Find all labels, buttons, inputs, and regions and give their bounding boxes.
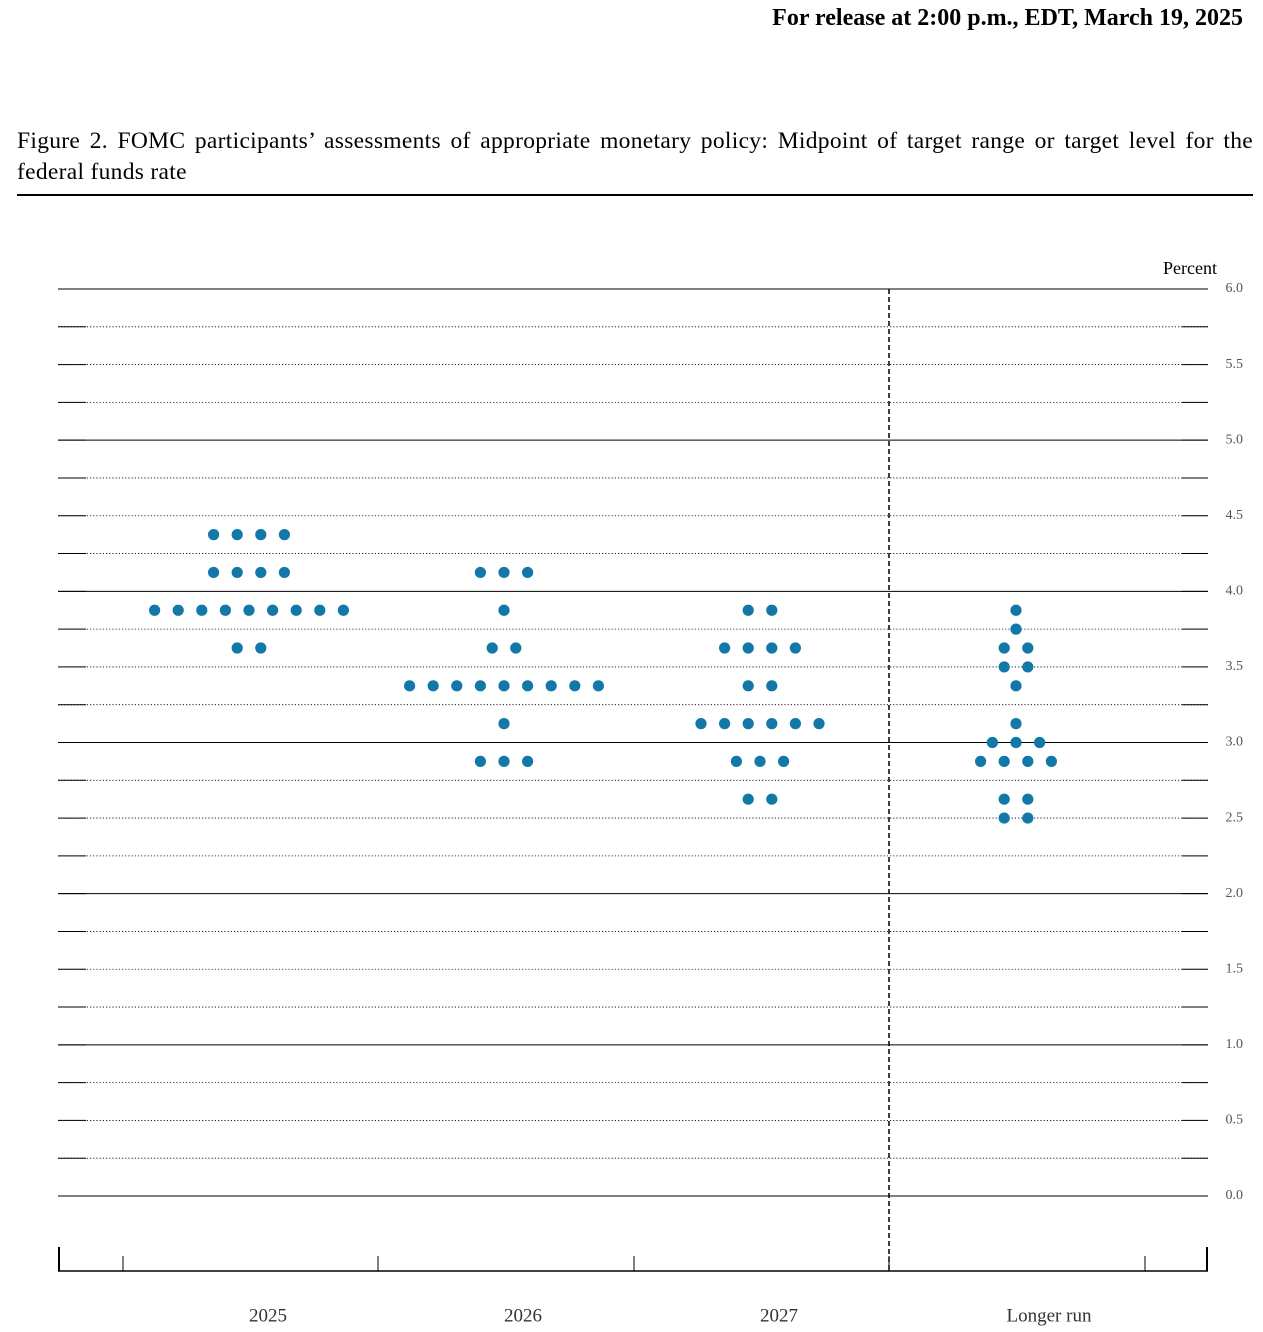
dot bbox=[522, 566, 534, 579]
y-tick-label: 0.5 bbox=[1226, 1113, 1244, 1128]
dot bbox=[1010, 680, 1022, 692]
dot bbox=[510, 642, 522, 654]
dot bbox=[778, 755, 790, 767]
dot bbox=[451, 680, 463, 692]
y-tick-label: 3.5 bbox=[1226, 659, 1244, 674]
dot bbox=[498, 604, 510, 616]
dot bbox=[196, 604, 208, 616]
dot bbox=[569, 680, 581, 692]
dot bbox=[278, 566, 290, 579]
dot bbox=[754, 755, 766, 767]
dot bbox=[813, 718, 825, 730]
dot bbox=[742, 793, 754, 805]
dot bbox=[766, 604, 778, 616]
y-tick-label: 5.5 bbox=[1226, 357, 1244, 372]
dot bbox=[998, 755, 1010, 767]
dot bbox=[231, 642, 243, 654]
dot bbox=[1022, 793, 1034, 805]
dot bbox=[1022, 812, 1034, 824]
y-axis-label: Percent bbox=[1163, 258, 1217, 278]
dot bbox=[278, 529, 290, 541]
dot bbox=[314, 604, 326, 616]
y-tick-label: 1.0 bbox=[1226, 1037, 1244, 1052]
dot bbox=[208, 566, 220, 579]
title-rule bbox=[17, 194, 1253, 196]
dot bbox=[1022, 642, 1034, 654]
dot bbox=[231, 566, 243, 579]
dot bbox=[998, 812, 1010, 824]
dot bbox=[243, 604, 255, 616]
dot bbox=[975, 755, 987, 767]
dot bbox=[522, 755, 534, 767]
dot bbox=[208, 529, 220, 541]
y-tick-label: 2.5 bbox=[1226, 810, 1244, 825]
dot bbox=[498, 680, 510, 692]
dot bbox=[149, 604, 161, 616]
dot bbox=[730, 755, 743, 767]
dot bbox=[719, 642, 731, 654]
dot bbox=[255, 566, 267, 579]
dot bbox=[1034, 736, 1046, 749]
dot bbox=[998, 642, 1010, 654]
y-tick-label: 6.0 bbox=[1226, 281, 1244, 296]
dot bbox=[404, 680, 416, 692]
dot bbox=[1022, 755, 1034, 767]
dot bbox=[742, 642, 754, 654]
dot bbox=[474, 680, 486, 692]
y-tick-label: 4.0 bbox=[1226, 584, 1244, 599]
dot bbox=[255, 642, 267, 654]
dot bbox=[766, 680, 778, 692]
dot bbox=[719, 718, 731, 730]
dot bbox=[766, 642, 778, 654]
x-tick-label: Longer run bbox=[1007, 1305, 1092, 1326]
dot bbox=[998, 661, 1010, 673]
dot bbox=[498, 718, 510, 730]
dot bbox=[1010, 623, 1022, 635]
dot bbox=[1010, 604, 1022, 616]
dot bbox=[267, 604, 279, 616]
dot bbox=[789, 642, 802, 654]
dot bbox=[1045, 755, 1057, 767]
dot bbox=[742, 718, 754, 730]
dot bbox=[742, 604, 754, 616]
dot bbox=[545, 680, 557, 692]
dot bbox=[1010, 736, 1022, 749]
chart-title: Figure 2. FOMC participants’ assessments… bbox=[17, 128, 1253, 185]
dot bbox=[498, 566, 510, 579]
dot bbox=[427, 680, 439, 692]
y-tick-label: 1.5 bbox=[1226, 961, 1244, 976]
dot bbox=[474, 755, 486, 767]
dot bbox=[522, 680, 534, 692]
dot bbox=[766, 718, 778, 730]
dot bbox=[172, 604, 184, 616]
x-tick-label: 2025 bbox=[249, 1305, 287, 1326]
x-tick-label: 2026 bbox=[504, 1305, 542, 1326]
y-tick-label: 2.0 bbox=[1226, 886, 1244, 901]
dot bbox=[498, 755, 510, 767]
dot bbox=[337, 604, 349, 616]
dot bbox=[695, 718, 707, 730]
dot bbox=[474, 566, 486, 579]
y-tick-label: 3.0 bbox=[1226, 735, 1244, 750]
dot bbox=[742, 680, 754, 692]
dot bbox=[231, 529, 243, 541]
dot bbox=[290, 604, 302, 616]
dot bbox=[766, 793, 778, 805]
x-tick-label: 2027 bbox=[760, 1305, 798, 1326]
dot bbox=[486, 642, 498, 654]
release-note: For release at 2:00 p.m., EDT, March 19,… bbox=[772, 5, 1243, 31]
y-tick-label: 0.0 bbox=[1226, 1188, 1244, 1203]
dot bbox=[1022, 661, 1034, 673]
dot bbox=[1010, 718, 1022, 730]
dot bbox=[219, 604, 231, 616]
dot bbox=[789, 718, 802, 730]
y-tick-label: 5.0 bbox=[1226, 432, 1244, 447]
dot bbox=[986, 736, 999, 749]
y-tick-label: 4.5 bbox=[1226, 508, 1244, 523]
dot bbox=[998, 793, 1010, 805]
dot bbox=[255, 529, 267, 541]
dot bbox=[592, 680, 605, 692]
